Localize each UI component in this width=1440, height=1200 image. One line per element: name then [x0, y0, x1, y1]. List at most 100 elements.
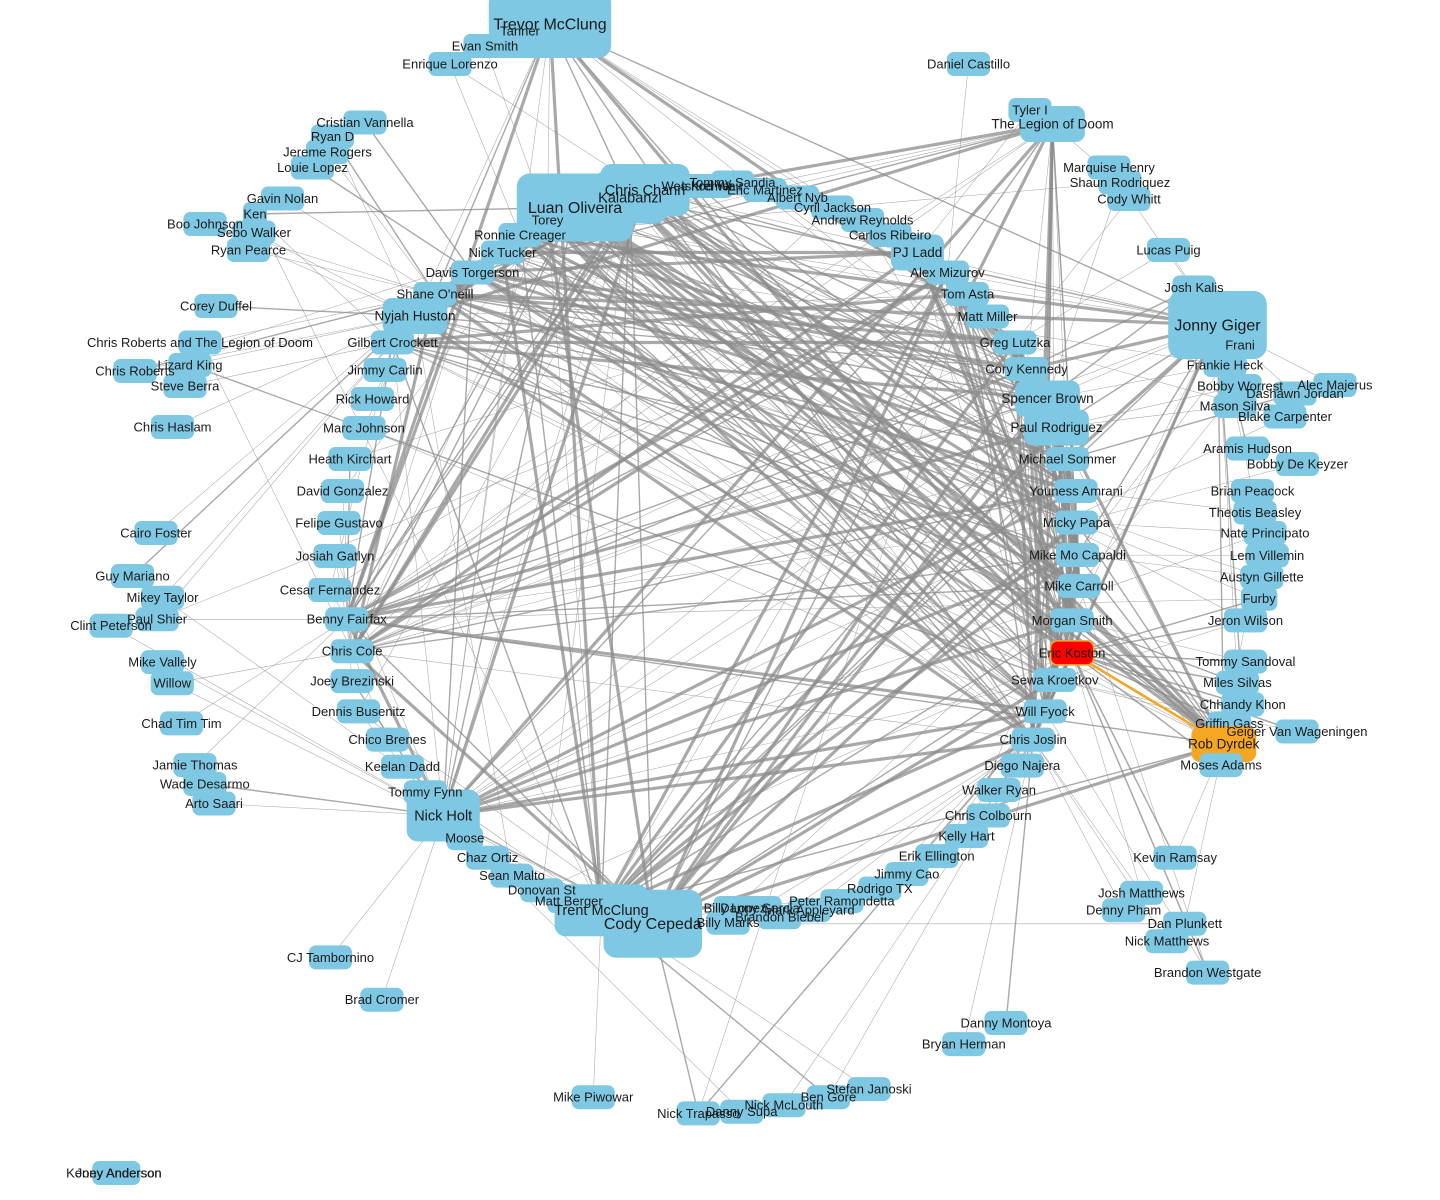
svg-text:Moose: Moose — [445, 831, 484, 846]
svg-text:Will Fyock: Will Fyock — [1015, 704, 1075, 719]
svg-text:Mike Carroll: Mike Carroll — [1044, 578, 1113, 593]
svg-text:Bobby De Keyzer: Bobby De Keyzer — [1247, 456, 1349, 471]
svg-text:Frani: Frani — [1225, 337, 1255, 352]
svg-text:Arto Saari: Arto Saari — [185, 796, 243, 811]
svg-text:CJ Tambornino: CJ Tambornino — [287, 950, 374, 965]
svg-text:Brandon Westgate: Brandon Westgate — [1154, 965, 1261, 980]
svg-text:Jimmy Carlin: Jimmy Carlin — [347, 362, 422, 377]
svg-text:Spencer Brown: Spencer Brown — [1001, 391, 1093, 406]
svg-text:Torey: Torey — [532, 212, 564, 227]
svg-text:Ronnie Creager: Ronnie Creager — [474, 227, 566, 242]
svg-text:Nate Principato: Nate Principato — [1221, 525, 1310, 540]
svg-text:Joey Anderson: Joey Anderson — [76, 1165, 162, 1180]
svg-text:Cairo Foster: Cairo Foster — [120, 525, 192, 540]
svg-text:Davis Torgerson: Davis Torgerson — [426, 265, 520, 280]
svg-text:Jeron Wilson: Jeron Wilson — [1208, 613, 1283, 628]
svg-text:Benny Fairfax: Benny Fairfax — [307, 612, 388, 627]
svg-text:Lizard King: Lizard King — [157, 357, 222, 372]
svg-text:Sebo Walker: Sebo Walker — [217, 225, 292, 240]
svg-text:Mike Vallely: Mike Vallely — [128, 655, 197, 670]
svg-text:Moses Adams: Moses Adams — [1180, 758, 1262, 773]
svg-text:Chris Joslin: Chris Joslin — [1000, 732, 1067, 747]
svg-text:Tommy Sandoval: Tommy Sandoval — [1196, 654, 1296, 669]
svg-text:Walker Ryan: Walker Ryan — [962, 782, 1036, 797]
svg-text:Lucas Puig: Lucas Puig — [1136, 242, 1200, 257]
svg-text:Heath Kirchart: Heath Kirchart — [308, 451, 391, 466]
svg-text:Cody Cepeda: Cody Cepeda — [604, 916, 702, 933]
svg-text:Chris Roberts and The Legion o: Chris Roberts and The Legion of Doom — [87, 335, 313, 350]
svg-text:Jimmy Cao: Jimmy Cao — [874, 866, 939, 881]
svg-text:Cristian Vannella: Cristian Vannella — [316, 115, 414, 130]
svg-text:Chaz Ortiz: Chaz Ortiz — [457, 850, 518, 865]
svg-text:Gilbert Crockett: Gilbert Crockett — [347, 335, 438, 350]
svg-text:Tommy Fynn: Tommy Fynn — [388, 785, 462, 800]
svg-text:Clint Peterson: Clint Peterson — [70, 618, 152, 633]
svg-text:Corey Duffel: Corey Duffel — [180, 298, 252, 313]
svg-text:Cesar Fernandez: Cesar Fernandez — [280, 582, 380, 597]
svg-text:Sewa Kroetkov: Sewa Kroetkov — [1011, 672, 1099, 687]
svg-text:Louie Lopez: Louie Lopez — [277, 160, 348, 175]
svg-text:Mike Mo Capaldi: Mike Mo Capaldi — [1029, 547, 1126, 562]
svg-text:Tom Asta: Tom Asta — [941, 286, 995, 301]
svg-text:Enrique Lorenzo: Enrique Lorenzo — [402, 56, 497, 71]
svg-text:Josh Kalis: Josh Kalis — [1164, 280, 1224, 295]
svg-text:Chris Colbourn: Chris Colbourn — [945, 808, 1032, 823]
svg-text:Furby: Furby — [1242, 591, 1276, 606]
svg-text:Lem Villemin: Lem Villemin — [1230, 548, 1304, 563]
svg-text:Mikey Taylor: Mikey Taylor — [126, 590, 199, 605]
svg-text:Frankie Heck: Frankie Heck — [1187, 357, 1264, 372]
svg-text:Ryan Pearce: Ryan Pearce — [211, 242, 286, 257]
svg-text:Ryan D: Ryan D — [311, 129, 354, 144]
svg-text:Guy Mariano: Guy Mariano — [95, 568, 169, 583]
svg-text:Ishod Wair: Ishod Wair — [681, 178, 743, 193]
svg-text:Josiah Gatlyn: Josiah Gatlyn — [296, 548, 375, 563]
svg-text:Jonny Giger: Jonny Giger — [1174, 317, 1261, 334]
svg-text:David Gonzalez: David Gonzalez — [297, 483, 389, 498]
svg-text:Austyn Gillette: Austyn Gillette — [1220, 570, 1304, 585]
svg-text:Nick Holt: Nick Holt — [414, 808, 472, 824]
svg-text:Aramis Hudson: Aramis Hudson — [1203, 441, 1292, 456]
svg-text:Kelly Hart: Kelly Hart — [938, 828, 995, 843]
svg-text:Chris Cole: Chris Cole — [322, 644, 383, 659]
svg-text:Danny Montoya: Danny Montoya — [960, 1015, 1052, 1030]
svg-text:Nick Trapasso: Nick Trapasso — [657, 1106, 739, 1121]
svg-text:Carlos Ribeiro: Carlos Ribeiro — [849, 227, 931, 242]
svg-text:Nick Matthews: Nick Matthews — [1125, 934, 1210, 949]
svg-text:Miles Silvas: Miles Silvas — [1203, 675, 1272, 690]
svg-text:Felipe Gustavo: Felipe Gustavo — [295, 515, 382, 530]
svg-text:Morgan Smith: Morgan Smith — [1032, 613, 1113, 628]
svg-text:Michael Sommer: Michael Sommer — [1019, 451, 1117, 466]
svg-text:Nick Tucker: Nick Tucker — [469, 245, 538, 260]
svg-text:Shane O'neill: Shane O'neill — [397, 286, 474, 301]
svg-text:The Legion of Doom: The Legion of Doom — [991, 117, 1113, 132]
svg-text:Kevin Ramsay: Kevin Ramsay — [1133, 850, 1217, 865]
svg-text:Brad Cromer: Brad Cromer — [345, 992, 420, 1007]
svg-text:Steve Berra: Steve Berra — [151, 378, 220, 393]
svg-text:Sean Malto: Sean Malto — [479, 868, 545, 883]
svg-text:Cody Whitt: Cody Whitt — [1097, 191, 1161, 206]
svg-text:Rick Howard: Rick Howard — [336, 391, 410, 406]
svg-text:Eric Koston: Eric Koston — [1039, 645, 1105, 660]
svg-text:Brian Peacock: Brian Peacock — [1211, 483, 1295, 498]
svg-text:Micky Papa: Micky Papa — [1043, 515, 1111, 530]
svg-text:Daniel Castillo: Daniel Castillo — [927, 56, 1010, 71]
svg-text:Evan Smith: Evan Smith — [452, 38, 518, 53]
svg-text:Ken: Ken — [243, 206, 266, 221]
svg-text:Erik Ellington: Erik Ellington — [899, 849, 975, 864]
svg-text:Willow: Willow — [154, 676, 192, 691]
svg-text:Andrew Reynolds: Andrew Reynolds — [812, 212, 914, 227]
svg-text:Youness Amrani: Youness Amrani — [1029, 483, 1123, 498]
svg-text:Theotis Beasley: Theotis Beasley — [1209, 505, 1302, 520]
svg-text:Marquise Henry: Marquise Henry — [1063, 160, 1155, 175]
svg-text:Danny Garcia: Danny Garcia — [720, 900, 800, 915]
svg-text:Josh Matthews: Josh Matthews — [1098, 885, 1185, 900]
svg-text:Cory Kennedy: Cory Kennedy — [985, 361, 1068, 376]
svg-text:Paul Rodriguez: Paul Rodriguez — [1010, 420, 1103, 435]
svg-text:Matt Miller: Matt Miller — [958, 309, 1019, 324]
svg-text:Chad Tim Tim: Chad Tim Tim — [141, 716, 221, 731]
svg-text:Dennis Busenitz: Dennis Busenitz — [312, 704, 406, 719]
svg-text:Wade Desarmo: Wade Desarmo — [160, 776, 250, 791]
svg-text:Chhandy Khon: Chhandy Khon — [1200, 697, 1286, 712]
svg-text:Keelan Dadd: Keelan Dadd — [365, 759, 440, 774]
svg-text:Jamie Thomas: Jamie Thomas — [152, 758, 238, 773]
